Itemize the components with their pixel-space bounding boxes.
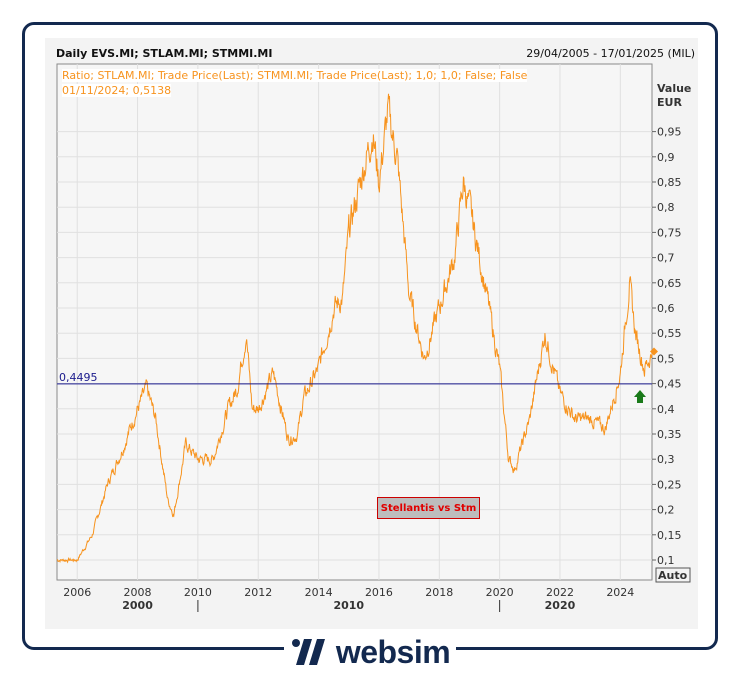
auto-scale-button[interactable]: Auto [658,569,688,582]
series-line [56,93,653,564]
level-label: 0,4495 [59,371,98,384]
plot-area [56,63,653,581]
x-tick-label: 2008 [124,586,152,599]
y-tick-label: 0,5 [657,352,675,365]
y-tick-label: 0,8 [657,201,675,214]
websim-logo: websim [284,632,456,672]
x-tick-label: 2020 [486,586,514,599]
x-tick-label: 2006 [63,586,91,599]
y-tick-label: 0,15 [657,529,682,542]
y-tick-label: 0,35 [657,428,682,441]
date-range: 29/04/2005 - 17/01/2025 (MIL) [526,47,695,60]
decade-label: 2010 [333,599,364,612]
y-tick-label: 0,3 [657,453,675,466]
y-tick-label: 0,45 [657,378,682,391]
last-value-marker [650,347,658,356]
x-tick-label: 2024 [606,586,634,599]
y-axis-label-value: Value [657,82,691,95]
legend-line-2: 01/11/2024; 0,5138 [62,84,172,97]
auto-button-border [655,567,691,583]
x-tick-label: 2012 [244,586,272,599]
y-tick-label: 0,2 [657,504,675,517]
websim-mark-icon [291,639,325,665]
y-tick-label: 0,55 [657,327,682,340]
x-tick-label: 2010 [184,586,212,599]
legend-line-1: Ratio; STLAM.MI; Trade Price(Last); STMM… [62,69,528,82]
y-tick-label: 0,1 [657,554,675,567]
decade-label: 2020 [545,599,576,612]
y-tick-label: 0,9 [657,151,675,164]
x-tick-label: 2022 [546,586,574,599]
y-tick-label: 0,7 [657,252,675,265]
chart-title: Daily EVS.MI; STLAM.MI; STMMI.MI [56,47,273,60]
y-tick-label: 0,4 [657,403,675,416]
brand-name: websim [335,633,451,670]
y-tick-label: 0,6 [657,302,675,315]
x-tick-label: 2016 [365,586,393,599]
x-tick-label: 2014 [305,586,333,599]
y-tick-label: 0,25 [657,478,682,491]
y-tick-label: 0,85 [657,176,682,189]
annotation-label[interactable]: Stellantis vs Stm [377,497,480,519]
y-tick-label: 0,75 [657,226,682,239]
decade-label: 2000 [122,599,153,612]
x-tick-label: 2018 [425,586,453,599]
y-axis-label-unit: EUR [657,96,682,109]
y-tick-label: 0,95 [657,126,682,139]
up-arrow-icon [634,390,646,403]
y-tick-label: 0,65 [657,277,682,290]
